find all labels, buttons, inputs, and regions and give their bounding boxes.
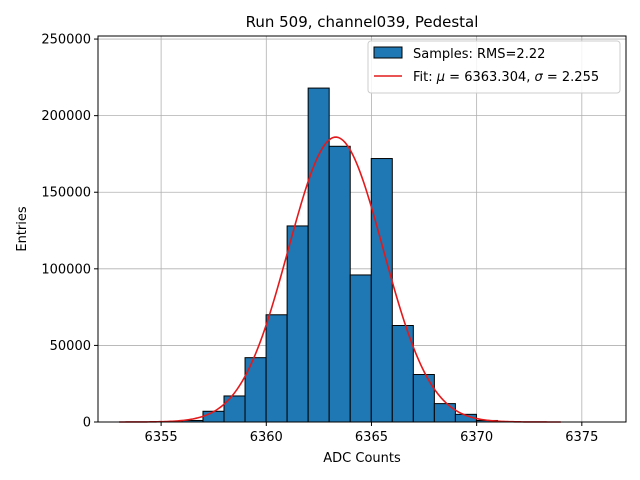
legend: Samples: RMS=2.22 Fit: μ = 6363.304, σ =… bbox=[367, 40, 621, 94]
y-tick-label: 100000 bbox=[41, 262, 91, 277]
histogram-bar bbox=[349, 274, 372, 423]
histogram-bar bbox=[412, 374, 435, 423]
x-tick-label: 6360 bbox=[250, 430, 283, 445]
histogram-bar bbox=[328, 145, 351, 423]
histogram-bar bbox=[223, 395, 246, 423]
legend-fit-mu-symbol: μ bbox=[436, 70, 445, 85]
y-axis-label: Entries bbox=[15, 206, 30, 252]
y-tick-label: 150000 bbox=[41, 186, 91, 201]
legend-fit-sigma-value: = 2.255 bbox=[543, 70, 599, 85]
x-tick-label: 6365 bbox=[355, 430, 388, 445]
histogram-bar bbox=[307, 87, 330, 423]
legend-swatch-samples bbox=[373, 46, 403, 59]
x-tick-label: 6375 bbox=[565, 430, 598, 445]
plot-frame bbox=[97, 35, 627, 423]
fit-curve bbox=[119, 136, 561, 423]
x-tick-label: 6355 bbox=[145, 430, 178, 445]
y-tick-label: 200000 bbox=[41, 109, 91, 124]
x-axis: 6355 6360 6365 6370 6375 bbox=[145, 422, 598, 445]
legend-label-samples: Samples: RMS=2.22 bbox=[413, 47, 545, 62]
chart-title: Run 509, channel039, Pedestal bbox=[246, 13, 479, 31]
y-tick-label: 250000 bbox=[41, 33, 91, 48]
y-tick-label: 0 bbox=[83, 416, 91, 431]
legend-fit-sigma-symbol: σ bbox=[535, 70, 544, 85]
legend-label-fit: Fit: μ = 6363.304, σ = 2.255 bbox=[413, 70, 599, 85]
y-axis: 0 50000 100000 150000 200000 250000 bbox=[41, 33, 98, 431]
y-tick-label: 50000 bbox=[50, 339, 91, 354]
histogram-bar bbox=[244, 357, 267, 423]
legend-box bbox=[367, 40, 621, 94]
x-tick-label: 6370 bbox=[460, 430, 493, 445]
histogram-bar bbox=[265, 314, 288, 423]
histogram-bar bbox=[286, 225, 309, 423]
histogram-bar bbox=[370, 158, 393, 423]
histogram-bar bbox=[202, 410, 225, 423]
legend-fit-prefix: Fit: bbox=[413, 70, 437, 85]
x-axis-label: ADC Counts bbox=[323, 451, 401, 466]
histogram-bar bbox=[433, 403, 456, 423]
legend-fit-mu-value: = 6363.304, bbox=[445, 70, 534, 85]
